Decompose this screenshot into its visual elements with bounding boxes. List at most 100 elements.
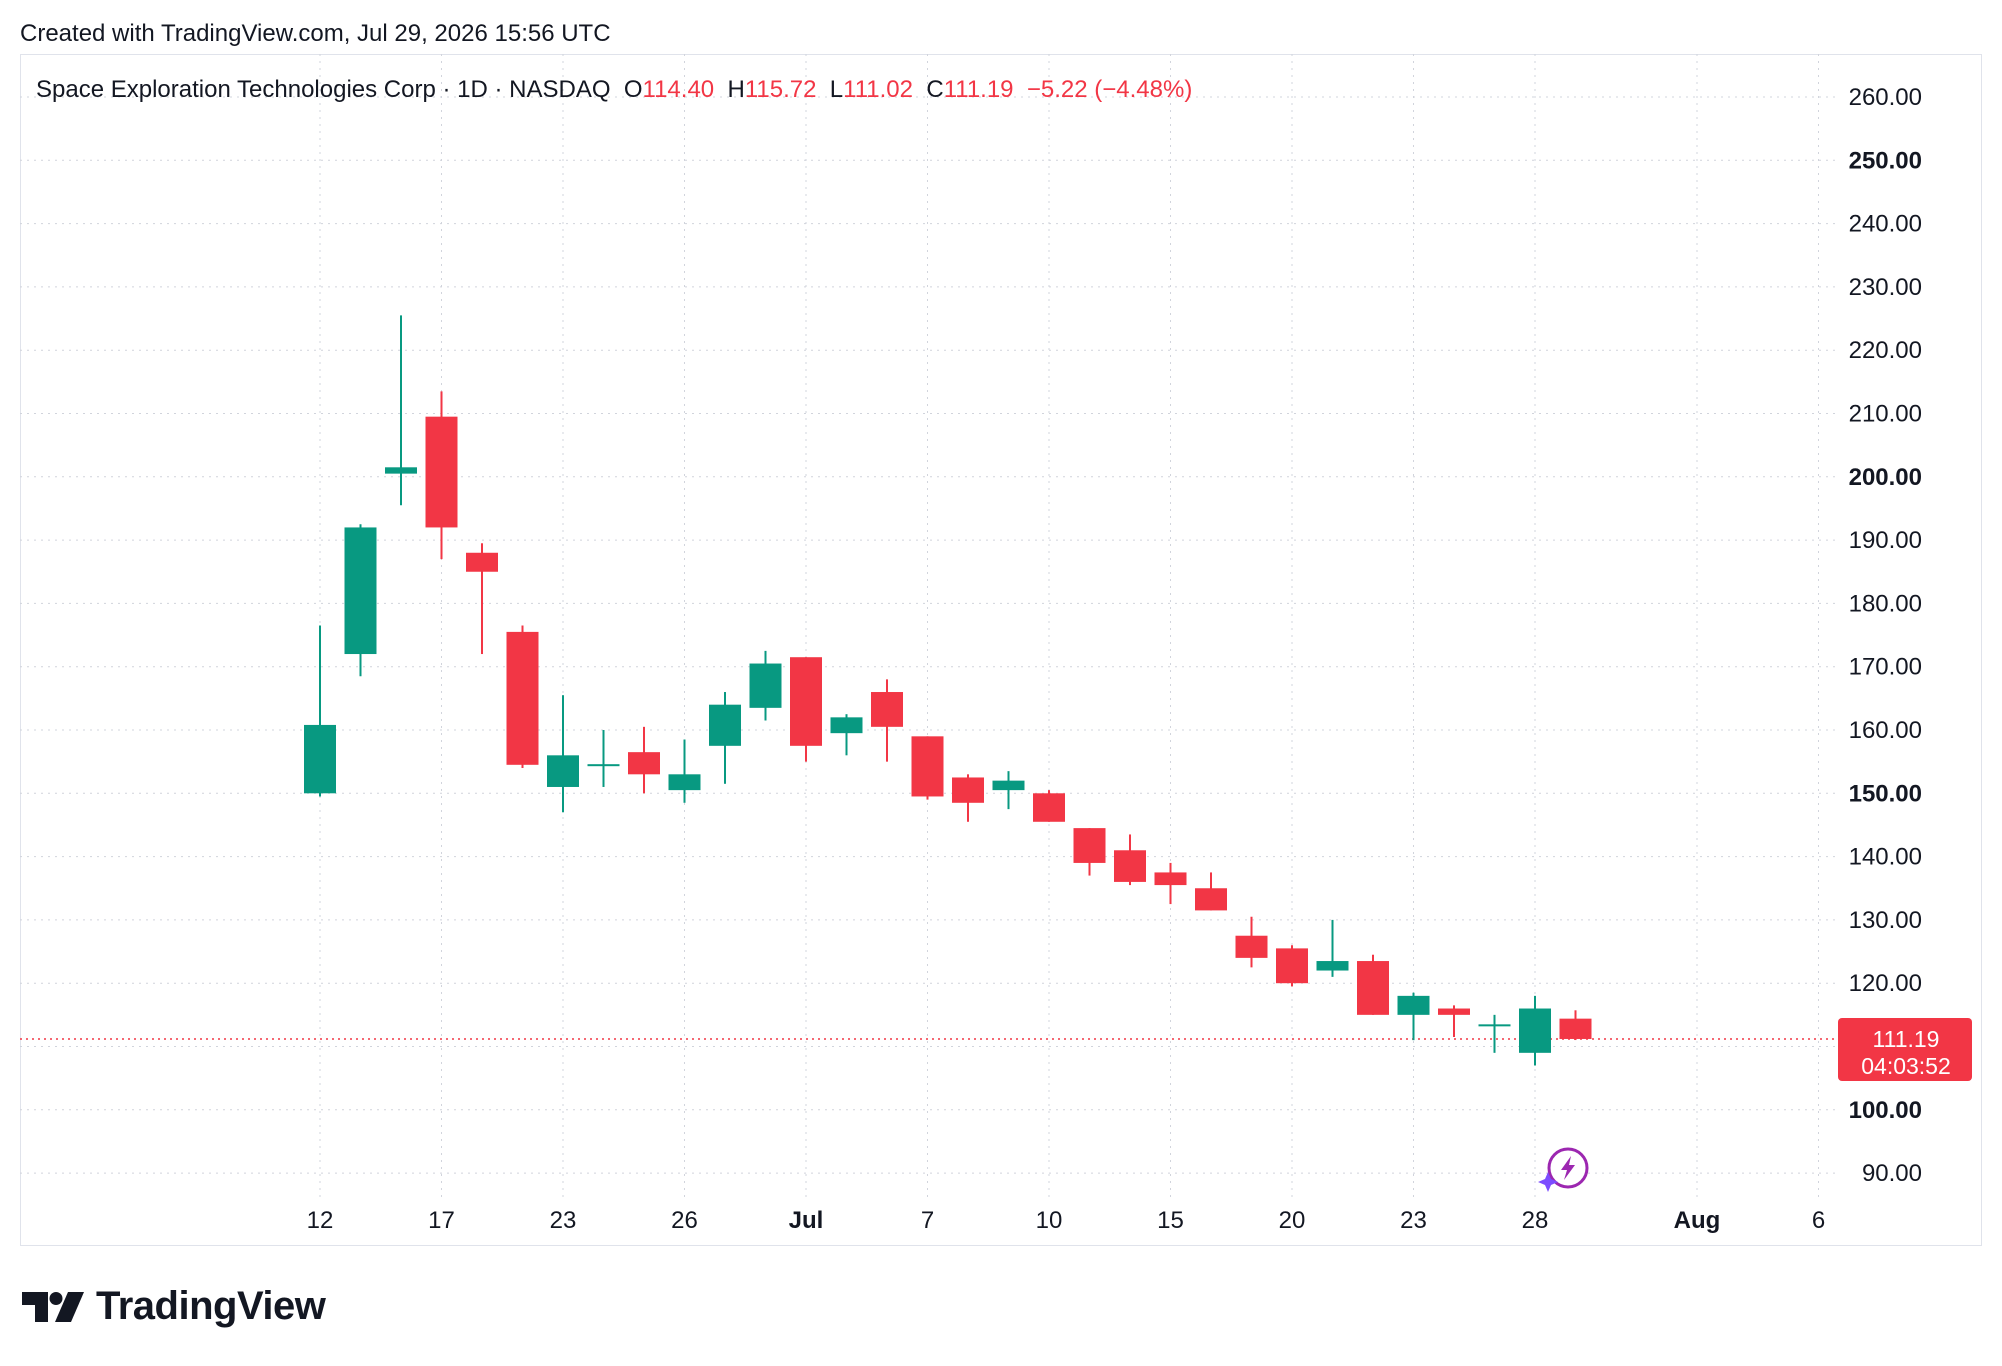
candle[interactable] bbox=[952, 774, 984, 822]
price-tick-label: 150.00 bbox=[1849, 780, 1922, 807]
candle-body bbox=[952, 777, 984, 803]
candle-body bbox=[466, 552, 498, 572]
candle[interactable] bbox=[1478, 1014, 1511, 1053]
close-label: C bbox=[926, 76, 944, 103]
candle-body bbox=[1073, 828, 1106, 863]
chart-frame bbox=[20, 54, 1982, 1246]
candle[interactable] bbox=[790, 657, 822, 762]
time-tick-label: 17 bbox=[428, 1207, 455, 1234]
candle-body bbox=[1559, 1018, 1592, 1039]
candle[interactable] bbox=[506, 625, 539, 768]
candle-body bbox=[1276, 948, 1308, 984]
candle[interactable] bbox=[709, 692, 741, 784]
candle-body bbox=[709, 704, 741, 746]
last-price-tag: 111.19 04:03:52 bbox=[1838, 1018, 1972, 1081]
candle-body bbox=[628, 752, 660, 775]
price-axis: 260.00 250.00 240.00 230.00 220.00 210.00 200.… bbox=[1849, 84, 1922, 1187]
candle[interactable] bbox=[1276, 945, 1308, 987]
candle[interactable] bbox=[1195, 872, 1227, 911]
candle[interactable] bbox=[547, 695, 579, 813]
candle-body bbox=[1154, 872, 1187, 886]
candle-body bbox=[506, 631, 539, 765]
tradingview-logo[interactable]: TradingView bbox=[22, 1284, 326, 1329]
price-tick-label: 210.00 bbox=[1849, 401, 1922, 428]
time-tick-label: 23 bbox=[1400, 1207, 1427, 1234]
candle-body bbox=[830, 717, 863, 734]
candle[interactable] bbox=[992, 771, 1025, 810]
candle[interactable] bbox=[668, 739, 701, 803]
last-price-tag-bg bbox=[1838, 1018, 1972, 1081]
candle[interactable] bbox=[587, 730, 620, 787]
candle[interactable] bbox=[1559, 1010, 1592, 1041]
candle-body bbox=[992, 780, 1025, 791]
candle-body bbox=[587, 764, 620, 767]
candle[interactable] bbox=[1235, 916, 1268, 968]
price-tick-label: 100.00 bbox=[1849, 1097, 1922, 1124]
candle[interactable] bbox=[1397, 992, 1430, 1041]
candle-body bbox=[1195, 888, 1227, 911]
price-tick-label: 180.00 bbox=[1849, 590, 1922, 617]
high-value: 115.72 bbox=[744, 76, 817, 103]
candle-body bbox=[425, 416, 458, 528]
candle-body bbox=[1114, 850, 1146, 882]
candle[interactable] bbox=[911, 736, 944, 800]
time-tick-label: Jul bbox=[789, 1207, 824, 1234]
candle[interactable] bbox=[1033, 790, 1065, 822]
high-label: H bbox=[727, 76, 745, 103]
candle[interactable] bbox=[1073, 828, 1106, 876]
time-tick-label: 7 bbox=[921, 1207, 934, 1234]
price-tick-label: 250.00 bbox=[1849, 147, 1922, 174]
candle[interactable] bbox=[304, 625, 336, 797]
created-with-caption: Created with TradingView.com, Jul 29, 20… bbox=[20, 20, 611, 47]
candle-body bbox=[668, 774, 701, 791]
candle[interactable] bbox=[1357, 954, 1389, 1015]
price-tick-label: 240.00 bbox=[1849, 211, 1922, 238]
time-tick-label: 20 bbox=[1279, 1207, 1306, 1234]
candle-body bbox=[344, 527, 377, 655]
symbol-name: Space Exploration Technologies Corp · 1D… bbox=[36, 76, 611, 103]
low-label: L bbox=[829, 76, 844, 103]
candle[interactable] bbox=[749, 650, 782, 721]
candle-body bbox=[1316, 961, 1349, 971]
candle-body bbox=[1438, 1008, 1470, 1015]
candle[interactable] bbox=[1519, 995, 1551, 1066]
candle[interactable] bbox=[425, 391, 458, 560]
candle-body bbox=[547, 755, 579, 787]
price-tick-label: 160.00 bbox=[1849, 717, 1922, 744]
time-tick-label: Aug bbox=[1674, 1207, 1721, 1234]
candle[interactable] bbox=[1154, 862, 1187, 905]
symbol-legend: Space Exploration Technologies Corp · 1D… bbox=[36, 76, 1192, 104]
price-tick-label: 170.00 bbox=[1849, 654, 1922, 681]
open-value: 114.40 bbox=[642, 76, 715, 103]
candle[interactable] bbox=[344, 524, 377, 677]
close-value: 111.19 bbox=[943, 76, 1014, 103]
candle[interactable] bbox=[871, 679, 903, 762]
candle[interactable] bbox=[628, 726, 660, 794]
price-tick-label: 260.00 bbox=[1849, 84, 1922, 111]
time-axis: 12 17 23 26 Jul 7 10 15 20 23 28 Aug 6 bbox=[307, 1207, 1826, 1234]
time-tick-label: 10 bbox=[1036, 1207, 1063, 1234]
time-tick-label: 28 bbox=[1522, 1207, 1549, 1234]
candle[interactable] bbox=[1114, 834, 1146, 886]
candle-body bbox=[1397, 995, 1430, 1015]
candle[interactable] bbox=[466, 543, 498, 655]
bolt-icon[interactable] bbox=[1538, 1147, 1589, 1192]
price-tick-label: 120.00 bbox=[1849, 970, 1922, 997]
candle[interactable] bbox=[1316, 919, 1349, 977]
candles bbox=[304, 315, 1592, 1066]
tradingview-logo-icon bbox=[22, 1291, 84, 1322]
candle-body bbox=[1519, 1008, 1551, 1053]
candle-body bbox=[911, 736, 944, 797]
candle[interactable] bbox=[830, 714, 863, 756]
last-price-value: 111.19 bbox=[1873, 1026, 1940, 1052]
candle-body bbox=[1478, 1024, 1511, 1027]
time-tick-label: 15 bbox=[1157, 1207, 1184, 1234]
tradingview-wordmark: TradingView bbox=[96, 1284, 326, 1328]
countdown-timer: 04:03:52 bbox=[1861, 1053, 1951, 1079]
candle[interactable] bbox=[1438, 1005, 1470, 1038]
candle-body bbox=[1033, 793, 1065, 822]
price-tick-label: 200.00 bbox=[1849, 464, 1922, 491]
candle[interactable] bbox=[385, 315, 417, 506]
candle-body bbox=[871, 692, 903, 727]
